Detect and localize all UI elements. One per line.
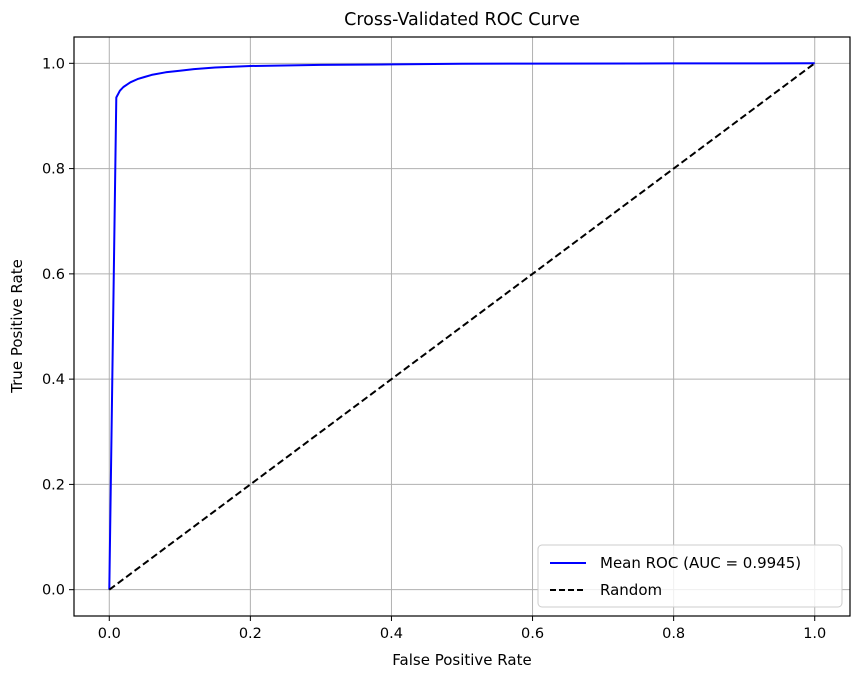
legend-box	[537, 544, 843, 608]
legend: Mean ROC (AUC = 0.9945) Random	[537, 544, 843, 608]
x-axis-label: False Positive Rate	[392, 651, 531, 669]
y-axis-label: True Positive Rate	[8, 259, 26, 394]
x-tick-label: 1.0	[803, 626, 826, 642]
y-axis-ticks: 0.0 0.2 0.4 0.6 0.8 1.0	[42, 56, 74, 599]
chart-title: Cross-Validated ROC Curve	[344, 10, 580, 30]
legend-label-mean-roc: Mean ROC (AUC = 0.9945)	[600, 554, 801, 572]
x-tick-label: 0.0	[98, 626, 121, 642]
x-tick-label: 0.8	[662, 626, 685, 642]
y-tick-label: 1.0	[42, 56, 65, 72]
y-tick-label: 0.0	[42, 583, 65, 599]
series-line-random	[108, 62, 816, 591]
x-tick-label: 0.6	[521, 626, 544, 642]
grid	[74, 37, 850, 616]
y-tick-label: 0.4	[42, 372, 65, 388]
series-line-mean-roc	[108, 62, 815, 590]
legend-label-random: Random	[600, 581, 662, 599]
x-axis-ticks: 0.0 0.2 0.4 0.6 0.8 1.0	[98, 616, 826, 642]
x-tick-label: 0.2	[239, 626, 262, 642]
y-tick-label: 0.8	[42, 162, 65, 178]
y-tick-label: 0.6	[42, 267, 65, 283]
series-layer	[108, 62, 816, 591]
plot-frame	[73, 36, 851, 617]
x-tick-label: 0.4	[380, 626, 403, 642]
y-tick-label: 0.2	[42, 477, 65, 493]
